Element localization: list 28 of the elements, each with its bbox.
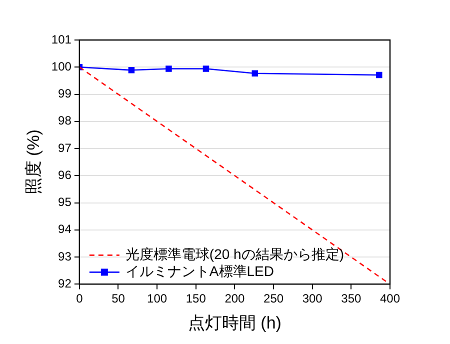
y-tick-label: 95 [58,195,72,210]
x-axis-title: 点灯時間 (h) [188,313,282,332]
x-tick-label: 250 [264,292,284,306]
y-tick-label: 93 [58,249,72,264]
y-tick-label: 100 [51,59,72,74]
point [128,66,135,74]
x-tick-label: 50 [112,292,126,306]
y-tick-label: 99 [58,86,72,101]
y-tick-label: 92 [58,276,72,291]
point [376,72,382,78]
point [166,66,172,72]
point [202,66,210,72]
y-tick-label: 97 [58,140,72,155]
x-tick-label: 0 [76,292,84,306]
y-axis-title: 照度 (%) [24,130,43,195]
x-tick-label: 150 [186,292,206,306]
y-tick-label: 101 [51,32,72,46]
x-tick-label: 300 [302,292,323,306]
point [252,70,258,76]
y-tick-label: 94 [58,222,72,236]
x-tick-label: 350 [341,292,362,306]
legend-label: 光度標準電球(20 hの結果から推定) [125,246,344,262]
y-tick-label: 96 [58,168,72,182]
legend-label: イルミナントA標準LED [125,263,274,280]
x-tick-label: 200 [224,292,246,306]
x-tick-label: 400 [380,292,400,306]
x-tick-label: 100 [147,292,168,306]
y-tick-label: 98 [58,114,72,128]
